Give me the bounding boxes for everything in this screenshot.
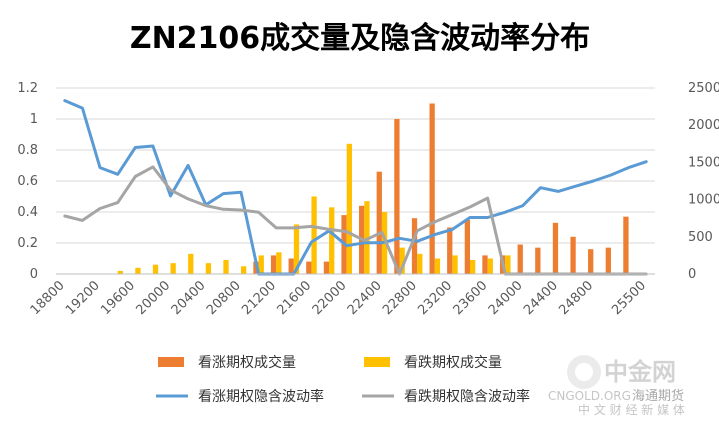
y-left-tick-label: 0.2 <box>17 236 38 251</box>
bar <box>135 267 141 274</box>
bar <box>276 252 282 274</box>
bar <box>552 222 559 274</box>
bar <box>311 196 317 274</box>
y-right-tick-label: 2500 <box>688 81 719 96</box>
bar <box>270 255 277 274</box>
y-left-tick-label: 1 <box>30 112 38 127</box>
bar <box>323 261 330 274</box>
bar <box>623 216 629 274</box>
bar <box>258 255 264 274</box>
bar <box>588 249 594 274</box>
y-right-tick-label: 2000 <box>688 118 719 133</box>
logo-inner-icon <box>575 363 593 381</box>
watermark: 中金网 CNGOLD.ORG 海通期货 中 文 财 经 新 媒 体 <box>548 355 685 417</box>
legend-label: 看涨期权隐含波动率 <box>198 388 324 405</box>
series-line <box>63 99 648 276</box>
bar <box>505 255 511 274</box>
y-left-tick-label: 0 <box>30 267 38 282</box>
bar <box>240 266 247 274</box>
bar <box>517 244 523 274</box>
bar <box>570 236 576 274</box>
y-right-tick-label: 500 <box>688 230 713 245</box>
y-right-tick-label: 1000 <box>688 193 719 208</box>
y-left-tick-label: 0.6 <box>17 174 38 189</box>
bar <box>364 201 370 274</box>
bar <box>188 253 194 274</box>
bar <box>605 247 611 274</box>
bar <box>117 270 123 274</box>
bar <box>205 263 212 274</box>
y-left-tick-label: 0.4 <box>17 205 38 220</box>
bar <box>470 260 476 274</box>
bar <box>417 253 423 274</box>
bar <box>464 219 471 274</box>
bar <box>306 261 312 274</box>
legend-swatch <box>364 357 390 367</box>
bar <box>329 207 335 274</box>
chart-title: ZN2106成交量及隐含波动率分布 <box>130 21 590 56</box>
y-left-tick-label: 0.8 <box>17 143 38 158</box>
legend-swatch <box>158 357 184 367</box>
bar <box>399 247 405 274</box>
y-right-tick-label: 0 <box>688 267 696 282</box>
bar <box>452 255 458 274</box>
bar <box>535 247 541 274</box>
watermark-account-text: 海通期货 <box>632 388 684 404</box>
watermark-tag-text: CNGOLD.ORG <box>548 389 631 403</box>
bar <box>411 218 418 274</box>
bar <box>482 255 488 274</box>
bar <box>288 258 294 274</box>
bar <box>447 227 453 274</box>
bar <box>223 260 229 274</box>
bar <box>293 224 300 274</box>
bar <box>152 264 159 274</box>
watermark-sub-text: 中 文 财 经 新 媒 体 <box>578 402 685 417</box>
y-right-tick-label: 1500 <box>688 155 719 170</box>
bar <box>346 143 352 274</box>
legend-label: 看跌期权成交量 <box>404 354 502 371</box>
bar <box>487 258 493 274</box>
bar <box>434 258 441 274</box>
bar <box>429 103 435 274</box>
watermark-logo-text: 中金网 <box>604 358 676 386</box>
legend-label: 看涨期权成交量 <box>198 354 296 371</box>
legend-label: 看跌期权隐含波动率 <box>404 388 530 405</box>
bar <box>394 119 400 274</box>
bar <box>170 263 176 274</box>
bar <box>376 171 382 274</box>
y-left-tick-label: 1.2 <box>17 81 38 96</box>
